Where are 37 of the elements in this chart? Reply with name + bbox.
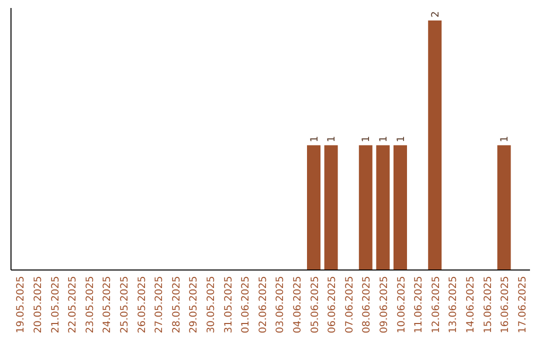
x-tick-label: 27.05.2025 [154, 276, 166, 334]
x-tick-label: 10.06.2025 [396, 276, 408, 334]
x-tick-label: 28.05.2025 [171, 276, 182, 334]
x-tick-label: 09.06.2025 [378, 276, 390, 334]
data-label: 2 [430, 11, 442, 18]
x-tick-label: 01.06.2025 [240, 276, 252, 334]
data-label: 1 [309, 136, 320, 142]
x-tick-label: 07.06.2025 [344, 276, 356, 334]
x-tick-label: 29.05.2025 [188, 276, 200, 334]
x-tick-label: 22.05.2025 [68, 276, 79, 334]
x-tick-label: 06.06.2025 [327, 276, 338, 334]
x-tick-label: 17.06.2025 [517, 276, 528, 334]
x-tick-label: 02.06.2025 [258, 276, 269, 334]
x-tick-label: 08.06.2025 [362, 276, 373, 334]
x-tick-label: 20.05.2025 [32, 276, 44, 334]
x-tick-label: 21.05.2025 [50, 276, 62, 334]
x-tick-label: 31.05.2025 [223, 276, 234, 334]
x-tick-label: 25.05.2025 [119, 276, 130, 334]
x-tick-label: 13.06.2025 [448, 276, 460, 334]
data-label: 1 [326, 136, 338, 142]
x-tick-label: 15.06.2025 [482, 276, 494, 334]
x-tick-label: 24.05.2025 [102, 276, 114, 334]
data-label: 1 [500, 136, 511, 142]
data-label: 1 [378, 136, 390, 142]
x-tick-label: 30.05.2025 [206, 276, 217, 334]
x-tick-label: 16.06.2025 [500, 276, 512, 334]
x-tick-label: 11.06.2025 [414, 276, 425, 334]
x-tick-label: 04.06.2025 [292, 276, 304, 334]
x-tick-label: 23.05.2025 [84, 276, 96, 334]
x-tick-label: 05.06.2025 [310, 276, 321, 334]
x-tick-label: 26.05.2025 [136, 276, 148, 334]
data-label: 1 [361, 136, 372, 142]
x-tick-label: 14.06.2025 [465, 276, 476, 334]
data-label: 1 [396, 136, 407, 142]
x-tick-label: 03.06.2025 [275, 276, 286, 334]
x-tick-label: 19.05.2025 [16, 276, 27, 334]
x-tick-label: 12.06.2025 [430, 276, 442, 334]
